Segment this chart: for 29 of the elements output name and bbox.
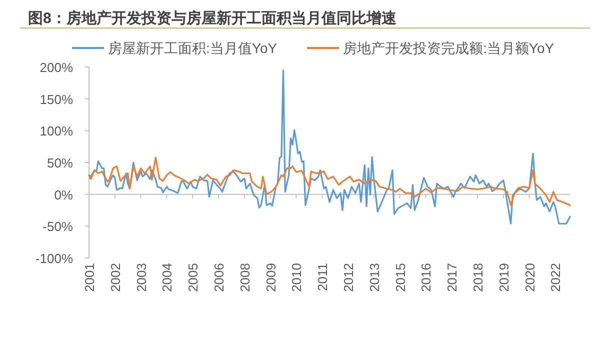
y-tick-label: 150%: [40, 92, 74, 107]
y-tick-label: 0%: [54, 187, 74, 202]
x-tick-label: 2013: [366, 263, 382, 292]
x-tick-label: 2019: [496, 263, 512, 292]
x-tick-label: 2020: [522, 263, 538, 292]
chart-title: 图8：房地产开发投资与房屋新开工面积当月值同比增速: [28, 9, 398, 27]
x-tick-label: 2018: [470, 263, 486, 292]
x-tick-label: 2017: [444, 263, 460, 292]
x-tick-label: 2011: [315, 263, 330, 291]
x-tick-label: 2009: [263, 263, 278, 292]
x-tick-label: 2012: [341, 263, 356, 292]
y-tick-label: 200%: [40, 60, 74, 75]
x-tick-label: 2001: [82, 263, 97, 292]
x-tick-label: 2010: [289, 263, 304, 292]
x-tick-label: 2016: [418, 263, 434, 292]
y-tick-label: -100%: [35, 251, 74, 266]
x-tick-label: 2022: [548, 263, 564, 292]
y-tick-label: 50%: [46, 156, 74, 170]
y-tick-label: -50%: [42, 219, 74, 234]
x-tick-label: 2004: [160, 263, 175, 292]
y-tick-label: 100%: [40, 124, 74, 139]
x-tick-label: 2003: [134, 263, 149, 292]
x-tick-label: 2006: [212, 263, 226, 292]
legend-label: 房地产开发投资完成额:当月额YoY: [343, 40, 555, 56]
x-tick-label: 2015: [392, 263, 408, 292]
legend-label: 房屋新开工面积:当月值YoY: [108, 40, 278, 56]
x-tick-label: 2008: [237, 263, 252, 292]
x-tick-label: 2002: [108, 263, 123, 292]
x-tick-label: 2005: [186, 263, 201, 292]
